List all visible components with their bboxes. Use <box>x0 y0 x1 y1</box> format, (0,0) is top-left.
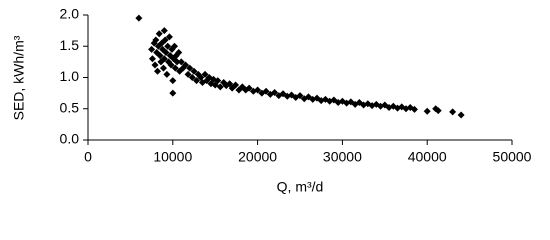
scatter-point <box>173 58 181 66</box>
scatter-point <box>167 61 175 69</box>
scatter-point <box>152 36 160 44</box>
scatter-point <box>457 111 465 119</box>
scatter-point <box>214 77 222 85</box>
scatter-point <box>184 70 192 78</box>
scatter-point <box>410 105 418 113</box>
scatter-point <box>193 77 201 85</box>
y-tick-label: 0.0 <box>60 131 80 147</box>
scatter-point <box>296 92 304 100</box>
scatter-point <box>245 84 253 92</box>
scatter-point <box>177 58 185 66</box>
scatter-point <box>160 27 168 35</box>
scatter-point <box>135 14 143 22</box>
scatter-point <box>163 70 171 78</box>
scatter-point <box>161 36 169 44</box>
scatter-point <box>165 33 173 41</box>
x-tick-label: 50000 <box>493 149 532 165</box>
scatter-point <box>164 42 172 50</box>
scatter-point <box>148 45 156 53</box>
x-tick-label: 30000 <box>323 149 362 165</box>
scatter-point <box>423 107 431 115</box>
scatter-point <box>148 55 156 63</box>
x-tick-label: 40000 <box>408 149 447 165</box>
scatter-point <box>182 61 190 69</box>
scatter-point <box>171 64 179 72</box>
scatter-point <box>216 83 224 91</box>
y-axis-label: SED, kWh/m³ <box>11 35 27 120</box>
scatter-point <box>160 55 168 63</box>
scatter-point <box>162 49 170 56</box>
scatter-point <box>170 42 178 50</box>
scatter-point <box>169 89 177 97</box>
scatter-point <box>201 70 209 78</box>
scatter-point <box>186 64 194 72</box>
scatter-point <box>271 89 279 96</box>
scatter-point <box>159 64 167 72</box>
scatter-point <box>156 52 164 60</box>
x-tick-label: 0 <box>84 149 92 165</box>
scatter-point <box>262 87 270 95</box>
scatter-point <box>232 81 240 89</box>
y-tick-label: 1.5 <box>60 37 80 53</box>
scatter-point <box>254 86 262 94</box>
scatter-point <box>190 67 198 75</box>
y-tick-label: 0.5 <box>60 99 80 115</box>
x-axis-label: Q, m³/d <box>277 179 324 195</box>
x-tick-label: 10000 <box>153 149 192 165</box>
chart: SED, kWh/m³ Q, m³/d 0.0 0.5 1.0 1.5 2.0 0 1000… <box>11 6 532 195</box>
x-tick-label: 20000 <box>238 149 277 165</box>
y-tick-label: 2.0 <box>60 6 80 22</box>
scatter-point <box>188 74 196 81</box>
scatter-point <box>434 107 442 115</box>
scatter-point <box>175 49 183 56</box>
scatter-point <box>449 108 457 116</box>
scatter-point <box>155 30 163 38</box>
scatter-point <box>154 67 162 75</box>
scatter-point <box>169 77 177 85</box>
scatter-point <box>151 61 159 69</box>
y-tick-label: 1.0 <box>60 68 80 84</box>
